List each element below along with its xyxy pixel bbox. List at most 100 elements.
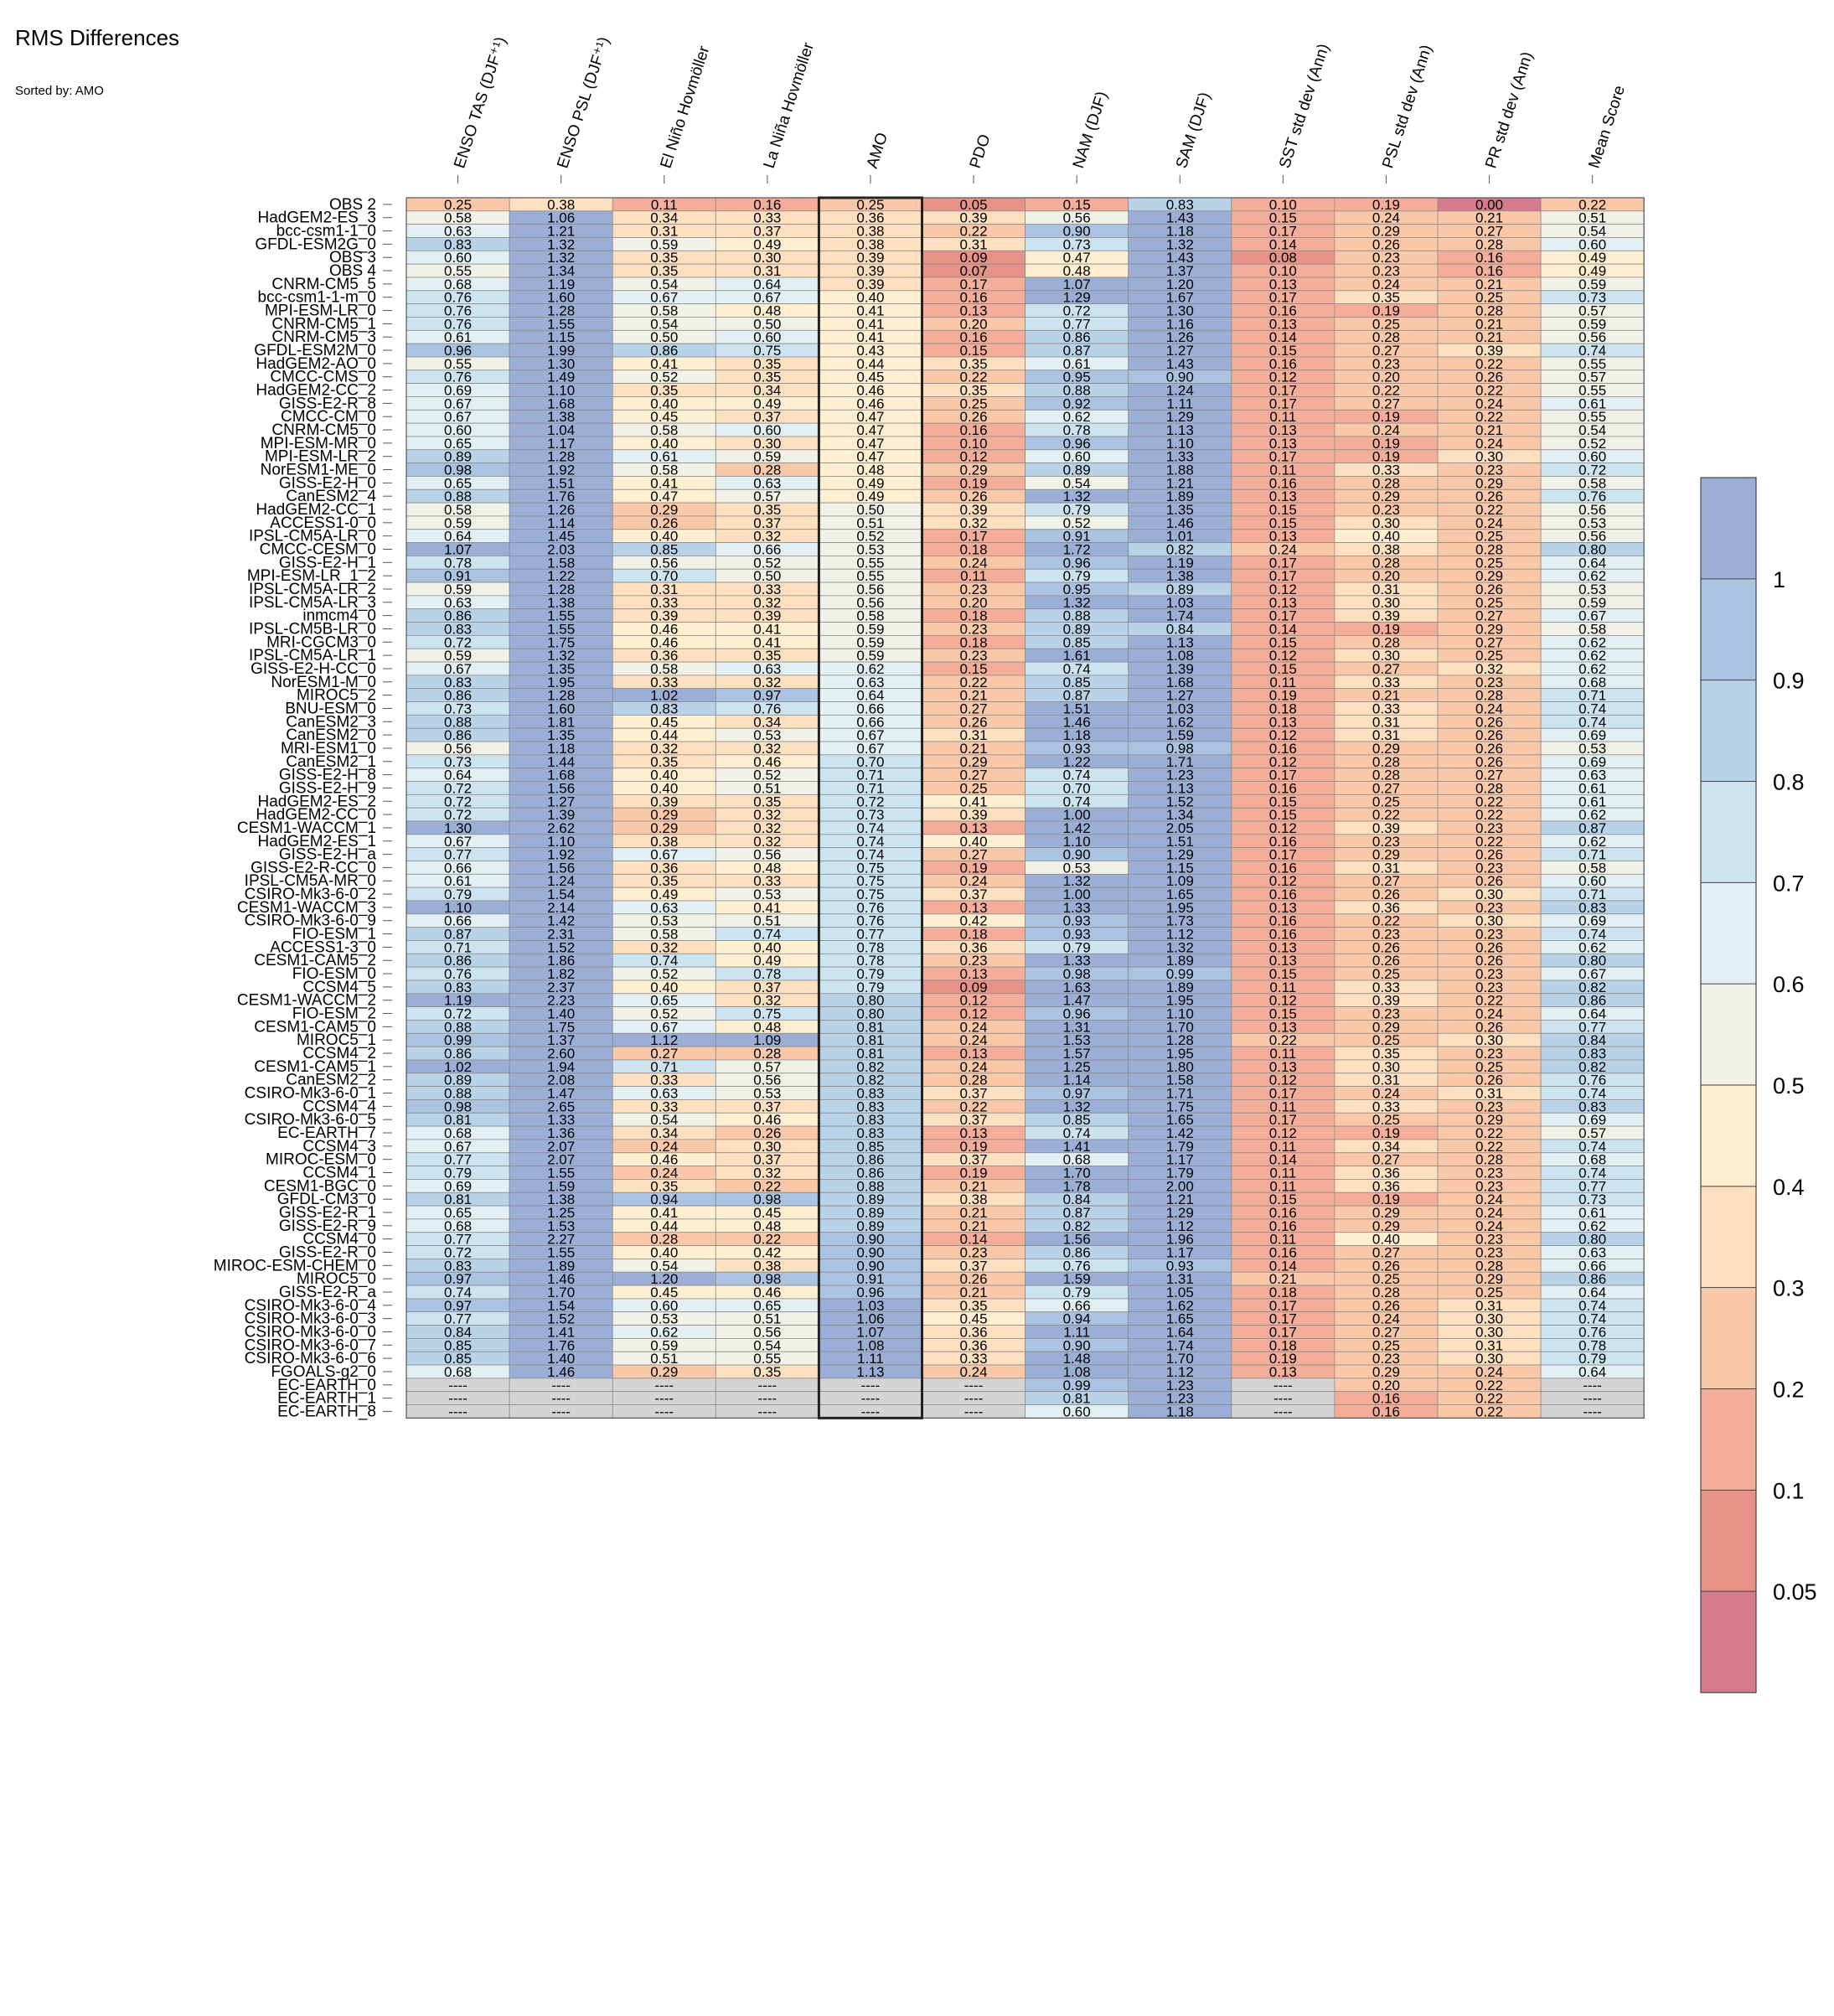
cell-value: 0.16 (1269, 303, 1297, 319)
cell-value: 1.33 (1166, 449, 1194, 465)
cell-value: 1.88 (1166, 463, 1194, 478)
cell-value: 0.59 (650, 236, 678, 252)
cell-value: 0.35 (1372, 290, 1400, 306)
cell-value: 0.13 (1269, 277, 1297, 292)
cell-value: 1.07 (444, 541, 472, 557)
cell-value: 0.87 (1063, 343, 1091, 359)
cell-value: 0.22 (1475, 383, 1503, 399)
column-header: El Niño Hovmöller (658, 44, 714, 171)
cell-value: 0.15 (1269, 343, 1297, 359)
cell-value: 0.56 (1578, 502, 1606, 518)
cell-value: 0.47 (856, 449, 884, 465)
cell-value: 0.35 (650, 250, 678, 266)
cell-value: 0.21 (1475, 422, 1503, 438)
cell-value: 0.90 (1063, 224, 1091, 240)
row-label: bcc-csm1-1_0 (276, 223, 376, 240)
cell-value: 0.39 (650, 608, 678, 624)
cell-value: 0.16 (1372, 1403, 1400, 1419)
cell-value: 0.26 (650, 515, 678, 531)
cell-value: 0.29 (650, 502, 678, 518)
row-label: CMCC-CESM_0 (260, 540, 376, 558)
colorbar-segment (1701, 680, 1756, 782)
cell-value: 0.74 (1578, 343, 1606, 359)
cell-value: 0.39 (960, 210, 988, 226)
cell-value: 0.61 (650, 449, 678, 465)
cell-value: 0.15 (1063, 197, 1091, 213)
cell-value: 1.72 (1063, 541, 1091, 557)
cell-value: 0.63 (444, 224, 472, 240)
cell-value: 0.26 (1475, 488, 1503, 504)
colorbar-segment (1701, 984, 1756, 1085)
cell-value: 0.54 (650, 316, 678, 332)
cell-value: 0.32 (753, 529, 781, 545)
cell-value: 0.25 (1475, 529, 1503, 545)
cell-value: 0.13 (1269, 422, 1297, 438)
row-label: HadGEM2-CC_2 (256, 382, 376, 400)
cell-value: 0.56 (1063, 210, 1091, 226)
cell-value: 0.15 (1269, 210, 1297, 226)
cell-value: 0.22 (1475, 409, 1503, 425)
cell-value: 0.52 (753, 555, 781, 571)
cell-value: 0.27 (1475, 224, 1503, 240)
cell-value: 0.58 (1578, 475, 1606, 491)
colorbar-tick-label: 0.9 (1773, 669, 1805, 694)
cell-value: 0.34 (753, 383, 781, 399)
cell-value: 0.83 (444, 236, 472, 252)
cell-value: 0.70 (650, 568, 678, 584)
cell-value: 1.14 (547, 515, 575, 531)
cell-value: 0.54 (1578, 224, 1606, 240)
cell-value: 0.08 (1269, 250, 1297, 266)
cell-value: 0.24 (960, 555, 988, 571)
cell-value: 0.19 (1372, 409, 1400, 425)
cell-value: 0.83 (1166, 197, 1194, 213)
cell-value: 0.25 (1475, 555, 1503, 571)
cell-value: 0.37 (753, 515, 781, 531)
cell-value: 0.79 (1063, 568, 1091, 584)
cell-value: 0.55 (856, 555, 884, 571)
cell-value: 0.16 (960, 329, 988, 345)
cell-value: 1.34 (547, 263, 575, 279)
cell-value: 0.21 (1475, 277, 1503, 292)
column-header: PR std dev (Ann) (1482, 49, 1537, 170)
cell-value: 0.96 (444, 343, 472, 359)
cell-value: 0.33 (1372, 463, 1400, 478)
cell-value: 0.86 (444, 608, 472, 624)
cell-value: 0.11 (1269, 463, 1296, 478)
cell-value: 1.99 (547, 343, 575, 359)
cell-value: 0.18 (960, 541, 988, 557)
chart-subtitle: Sorted by: AMO (15, 84, 104, 98)
cell-value: 0.48 (1063, 263, 1091, 279)
colorbar-tick-label: 1 (1773, 567, 1785, 592)
cell-value: 0.00 (1475, 197, 1503, 213)
cell-value: 0.31 (753, 263, 781, 279)
cell-value: 1.55 (547, 608, 575, 624)
cell-value: 0.78 (1063, 422, 1091, 438)
cell-value: 0.23 (960, 582, 988, 597)
cell-value: 1.32 (547, 236, 575, 252)
cell-value: 0.20 (1372, 568, 1400, 584)
cell-value: 1.19 (1166, 555, 1194, 571)
cell-value: 0.82 (1166, 541, 1194, 557)
cell-value: ---- (758, 1403, 778, 1419)
cell-value: 0.13 (1269, 436, 1297, 452)
column-header: Mean Score (1585, 84, 1629, 171)
row-label: IPSL-CM5A-LR_0 (249, 528, 376, 545)
colorbar-segment (1701, 578, 1756, 680)
cell-value: 0.50 (856, 502, 884, 518)
row-label: CNRM-CM5_3 (271, 328, 376, 346)
cell-value: 1.30 (1166, 303, 1194, 319)
row-label: GISS-E2-H_1 (279, 554, 376, 571)
cell-value: 1.38 (547, 595, 575, 611)
cell-value: 0.56 (856, 582, 884, 597)
cell-value: 0.62 (1578, 568, 1606, 584)
cell-value: 0.29 (1475, 475, 1503, 491)
cell-value: 0.22 (1475, 356, 1503, 372)
cell-value: 1.24 (1166, 383, 1194, 399)
cell-value: 1.37 (1166, 263, 1194, 279)
cell-value: 0.09 (960, 250, 988, 266)
cell-value: 0.67 (753, 290, 781, 306)
cell-value: 0.55 (444, 263, 472, 279)
cell-value: 0.31 (960, 236, 988, 252)
cell-value: 0.49 (753, 236, 781, 252)
